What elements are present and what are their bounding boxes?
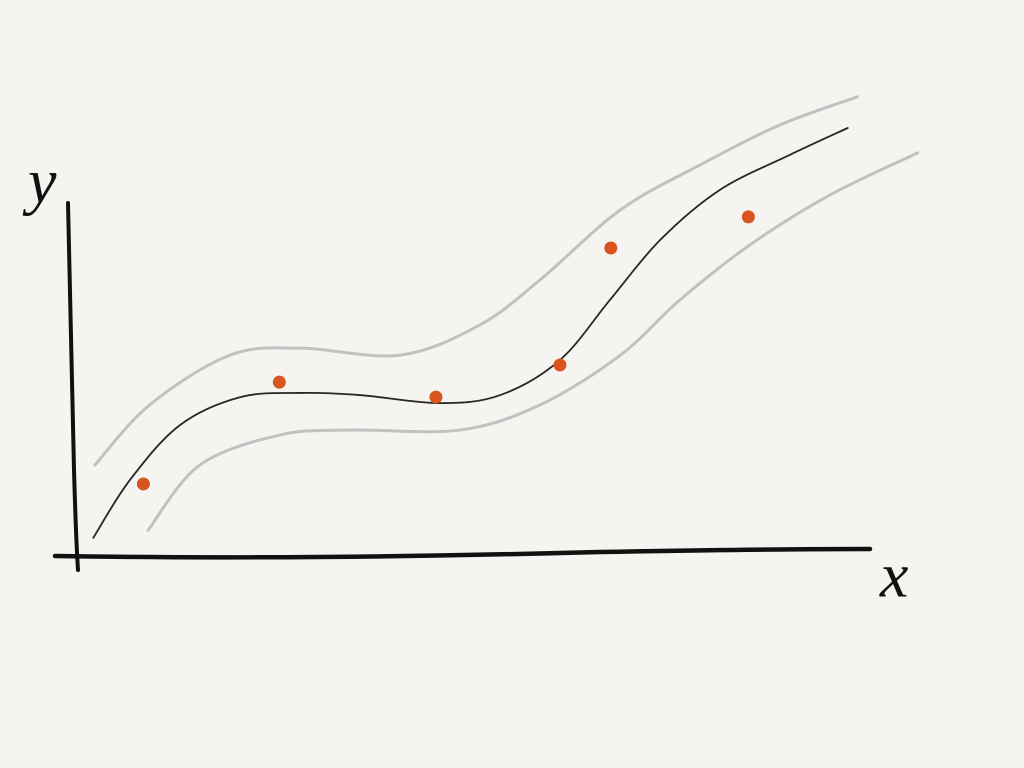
data-point [553, 358, 567, 372]
fit-line [146, 151, 920, 532]
x-axis [52, 546, 873, 560]
data-point [136, 477, 150, 491]
data-point [429, 390, 443, 404]
data-point [604, 241, 618, 255]
y-axis [66, 201, 80, 572]
y-axis-label: y [22, 146, 57, 217]
fit-line [92, 127, 849, 539]
x-axis-label: x [879, 540, 908, 611]
data-point [741, 210, 755, 224]
fit-line [93, 95, 859, 467]
data-point [272, 375, 286, 389]
